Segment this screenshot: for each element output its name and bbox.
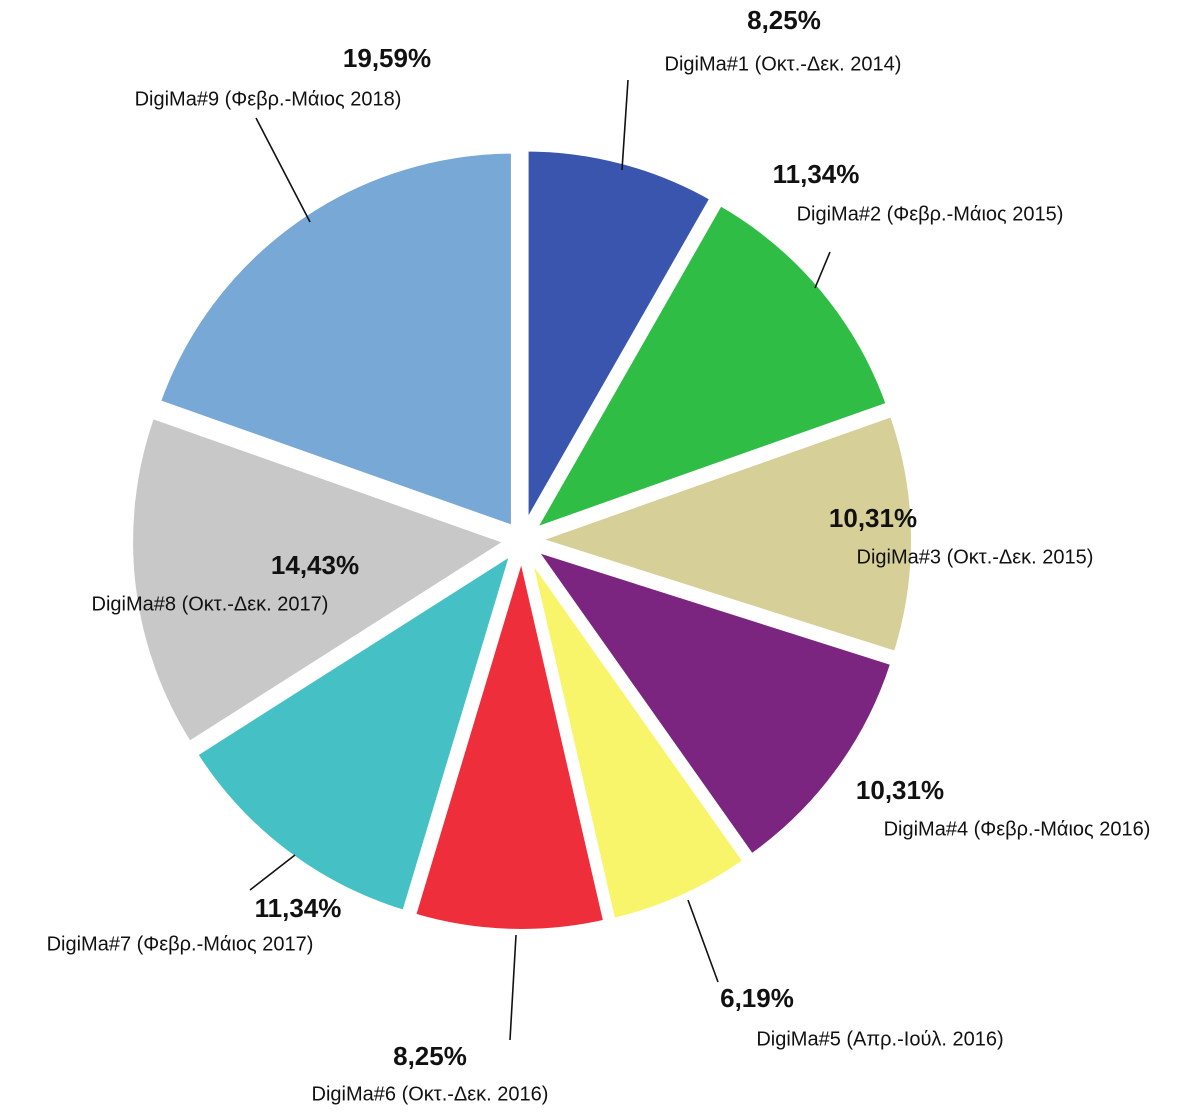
leader-line [814, 251, 831, 289]
value-label: 8,25% [393, 1041, 467, 1071]
value-label: 11,34% [255, 893, 342, 923]
value-label: 8,25% [747, 5, 821, 35]
category-label: DigiMa#7 (Φεβρ.-Μάιος 2017) [47, 933, 314, 955]
leader-line [687, 899, 719, 983]
pie-slice [153, 147, 517, 533]
pie-slice [525, 542, 898, 862]
value-label: 11,34% [773, 159, 860, 189]
category-label: DigiMa#3 (Οκτ.-Δεκ. 2015) [857, 546, 1094, 568]
value-label: 10,31% [856, 775, 944, 805]
pie-slice [127, 411, 515, 749]
leader-line [509, 934, 517, 1041]
pie-slice [526, 409, 917, 659]
pie-slice [524, 551, 751, 925]
leader-line [249, 854, 296, 891]
pie-slice [526, 198, 893, 537]
category-label: DigiMa#6 (Οκτ.-Δεκ. 2016) [312, 1083, 549, 1105]
category-label: DigiMa#2 (Φεβρ.-Μάιος 2015) [797, 203, 1064, 225]
pie-slice [409, 542, 611, 935]
value-label: 6,19% [720, 983, 794, 1013]
category-label: DigiMa#5 (Απρ.-Ιούλ. 2016) [756, 1028, 1003, 1050]
category-label: DigiMa#9 (Φεβρ.-Μάιος 2018) [135, 88, 402, 110]
pie-slice [190, 544, 519, 917]
category-label: DigiMa#1 (Οκτ.-Δεκ. 2014) [665, 53, 902, 75]
value-label: 14,43% [271, 550, 359, 580]
leader-line [621, 79, 629, 171]
leader-line [255, 117, 311, 223]
category-label: DigiMa#4 (Φεβρ.-Μάιος 2016) [884, 818, 1151, 840]
value-label: 10,31% [829, 503, 917, 533]
category-label: DigiMa#8 (Οκτ.-Δεκ. 2017) [92, 593, 329, 615]
value-label: 19,59% [343, 43, 431, 73]
